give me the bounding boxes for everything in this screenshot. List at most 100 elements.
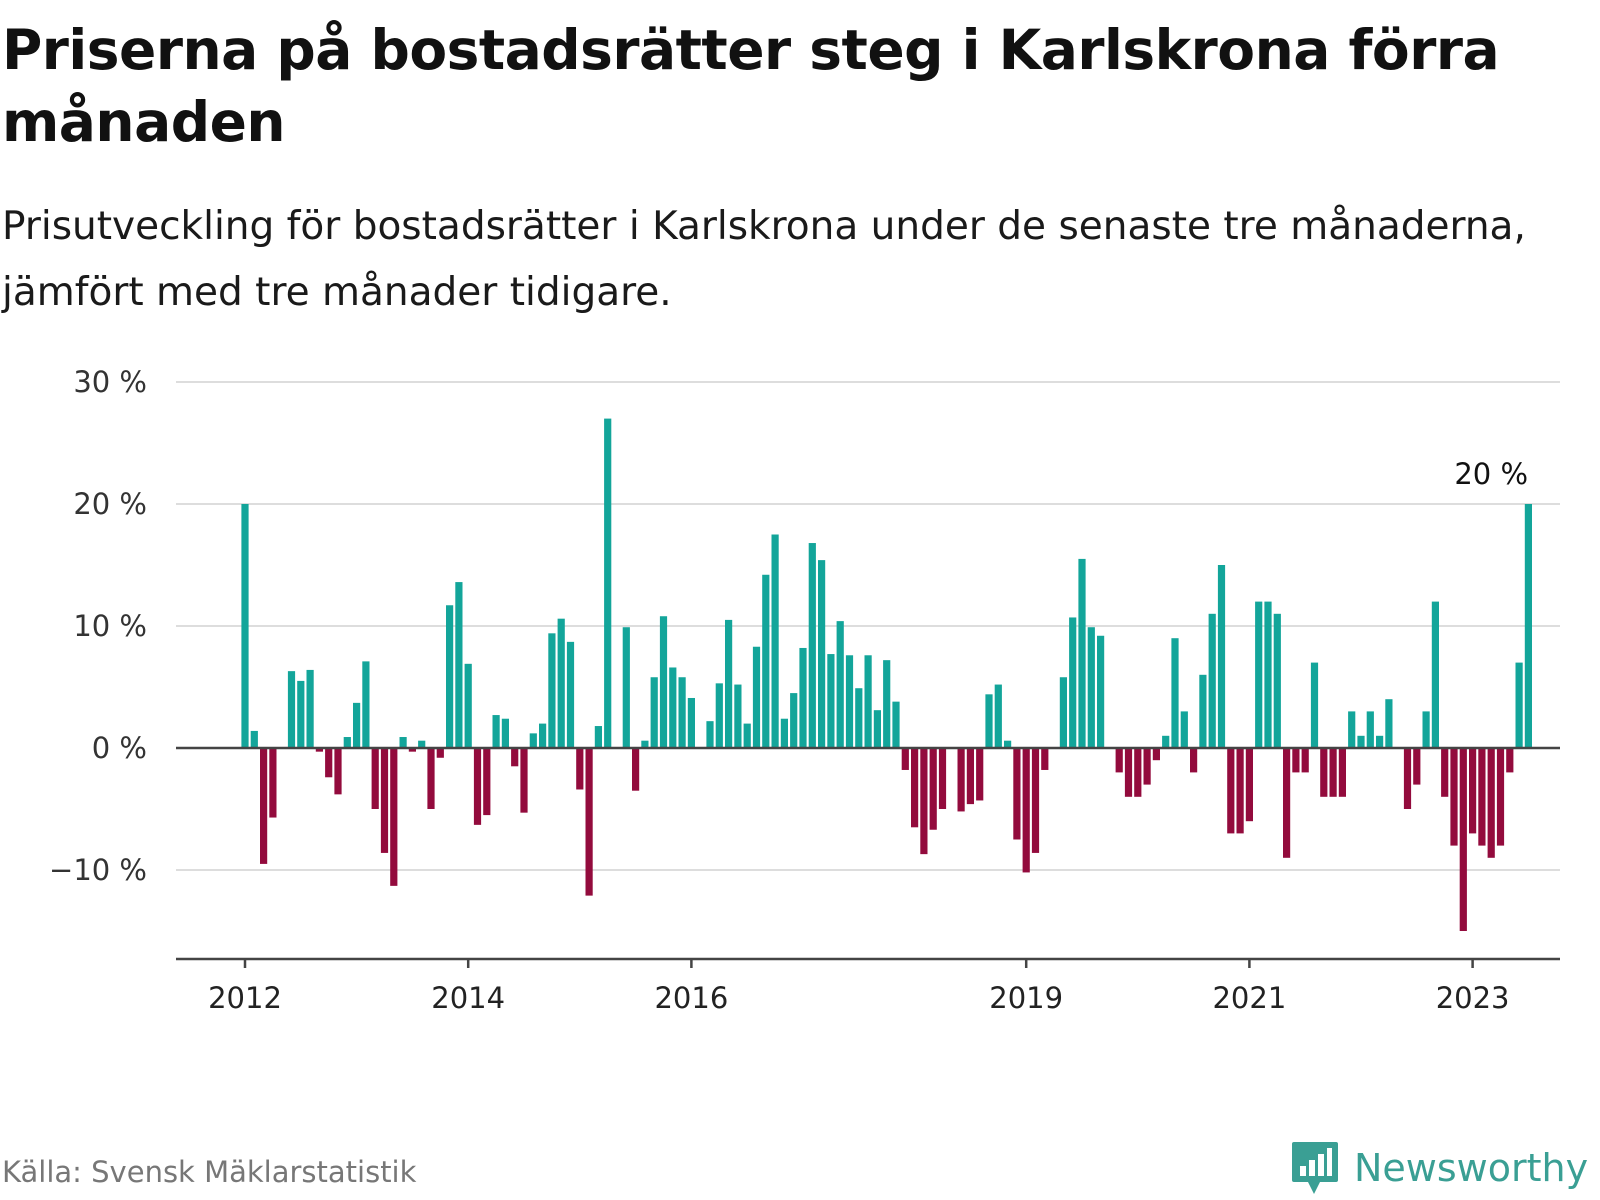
bar	[548, 633, 556, 748]
bar	[306, 669, 314, 748]
brand-logo[interactable]: Newsworthy	[1290, 1140, 1588, 1196]
bar	[659, 616, 668, 748]
chart-subtitle: Prisutveckling för bostadsrätter i Karls…	[2, 204, 1526, 315]
bar	[734, 684, 742, 748]
bar	[1264, 601, 1272, 748]
bar	[1236, 748, 1244, 834]
bar	[492, 715, 500, 748]
bar	[408, 748, 416, 752]
bar	[911, 748, 919, 828]
bar	[892, 701, 900, 748]
bar	[1199, 674, 1207, 748]
bar	[1329, 748, 1337, 797]
x-tick-label: 2021	[1212, 981, 1286, 1015]
bar	[985, 694, 993, 748]
x-tick-label: 2014	[431, 981, 505, 1015]
data-labels: 20 %	[1454, 457, 1528, 491]
bar	[269, 748, 277, 818]
bar	[641, 740, 649, 748]
bar	[371, 748, 379, 809]
bar	[1524, 504, 1532, 748]
bar	[1450, 748, 1458, 846]
x-tick-label: 2019	[989, 981, 1063, 1015]
bar	[1431, 601, 1439, 748]
bar	[1134, 748, 1142, 797]
bar	[1013, 748, 1021, 840]
bar	[780, 718, 788, 748]
bar	[241, 504, 249, 748]
bar	[390, 748, 398, 886]
chart-title: Priserna på bostadsrätter steg i Karlskr…	[2, 18, 1500, 154]
bar	[446, 605, 454, 748]
bar	[1078, 558, 1086, 748]
bar	[436, 748, 444, 758]
bar	[501, 718, 509, 748]
y-tick-label: 30 %	[73, 365, 147, 399]
bar	[650, 677, 658, 748]
bar	[1459, 748, 1467, 931]
bar	[845, 655, 854, 748]
bar	[260, 748, 268, 864]
bar-chart: 30 % 20 % 10 % 0 % −10 % 2012 2014 2016 2019 202…	[49, 365, 1560, 1015]
bar	[678, 677, 686, 748]
bar	[1506, 748, 1514, 773]
bar	[427, 748, 435, 809]
y-tick-label: 0 %	[92, 731, 147, 765]
bar	[1097, 635, 1105, 748]
bar	[1320, 748, 1328, 797]
source-note: Källa: Svensk Mäklarstatistik	[2, 1155, 417, 1189]
bar	[836, 621, 844, 748]
bar	[483, 748, 491, 816]
bar	[1152, 748, 1160, 761]
bar	[604, 418, 612, 748]
bar	[1031, 748, 1040, 853]
bar	[353, 702, 361, 748]
bar	[1180, 711, 1188, 748]
bar	[790, 693, 798, 748]
bar	[1441, 748, 1449, 797]
gridlines	[176, 381, 1560, 871]
bar	[1273, 613, 1281, 748]
bar	[287, 671, 296, 748]
bar	[1515, 662, 1523, 748]
brand-name: Newsworthy	[1354, 1146, 1589, 1190]
bar	[1403, 748, 1412, 809]
bar	[994, 684, 1002, 748]
bar	[957, 748, 965, 812]
bar	[1255, 601, 1263, 748]
bar	[297, 680, 305, 748]
bar	[399, 737, 407, 748]
bar	[325, 748, 333, 778]
bar	[1310, 662, 1319, 748]
bar	[808, 543, 816, 748]
bar	[1292, 748, 1300, 773]
bar	[827, 654, 835, 748]
bar	[1496, 748, 1505, 846]
bars	[241, 418, 1532, 931]
bar	[334, 748, 342, 795]
bar	[855, 688, 863, 748]
bar	[799, 647, 807, 748]
y-tick-label: −10 %	[49, 853, 147, 887]
bar	[1357, 735, 1365, 748]
bar	[938, 748, 947, 809]
bar	[1143, 748, 1151, 785]
bar	[883, 660, 891, 748]
bar	[529, 733, 537, 748]
bar	[1301, 748, 1309, 773]
bar	[594, 726, 602, 748]
bar	[1115, 748, 1123, 773]
bar	[1366, 711, 1374, 748]
axes	[176, 746, 1560, 961]
bar	[669, 667, 677, 748]
x-tick-label: 2023	[1436, 981, 1510, 1015]
bar	[1004, 740, 1012, 748]
bar	[771, 534, 779, 748]
bar	[1376, 735, 1384, 748]
bar	[687, 697, 695, 748]
bar	[1227, 748, 1235, 834]
bar	[725, 619, 733, 748]
bar	[362, 661, 370, 748]
bar	[1162, 735, 1170, 748]
bar	[250, 730, 258, 748]
